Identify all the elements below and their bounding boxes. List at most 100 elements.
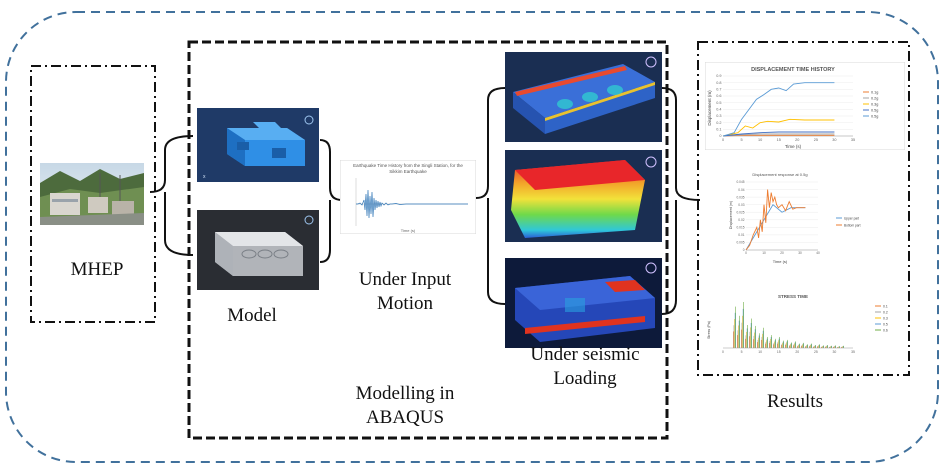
stress-bar xyxy=(822,345,824,348)
y-tick-label: 0.3 xyxy=(716,114,721,118)
y-tick-label: 0.015 xyxy=(737,226,745,230)
displacement-response-chart: Displacement response at 0.5g 0 0.005 0.01… xyxy=(728,170,873,265)
stress-bar xyxy=(761,336,763,348)
stress-bar xyxy=(743,302,744,348)
x-tick-label: 0 xyxy=(722,350,724,354)
stress-bar xyxy=(750,327,751,348)
stress-bar xyxy=(787,339,788,348)
stress-bar xyxy=(843,345,844,348)
stress-bar xyxy=(841,347,842,348)
stress-bar xyxy=(770,337,772,348)
stress-bar xyxy=(766,338,768,348)
legend-label: 0.5g xyxy=(871,114,878,118)
stress-bar xyxy=(779,336,780,348)
y-tick-label: 0.04 xyxy=(738,188,744,192)
stress-bar xyxy=(803,342,804,348)
stress-bar xyxy=(805,346,806,348)
legend-label: 0.3g xyxy=(871,102,878,106)
stress-bar xyxy=(777,341,779,348)
x-tick-label: 25 xyxy=(814,350,818,354)
outer-dashed-frame xyxy=(5,11,939,463)
stress-bar xyxy=(742,315,743,348)
stress-bar xyxy=(786,341,788,348)
stress-bar xyxy=(834,345,836,348)
brace-input-to-loading xyxy=(475,87,506,305)
chart1-xlabel: Time (s) xyxy=(785,144,802,149)
stress-bar xyxy=(835,345,836,348)
displacement-time-history-chart: DISPLACEMENT TIME HISTORY 0 0.1 0.2 0.3 0.4 0… xyxy=(705,62,905,150)
model-label: Model xyxy=(227,305,277,326)
stress-bar xyxy=(801,345,802,348)
series-line xyxy=(722,118,835,137)
stress-bar xyxy=(833,346,835,348)
stress-bar xyxy=(814,345,816,348)
stress-bar xyxy=(734,312,736,348)
stress-bar xyxy=(753,335,755,348)
legend-label: Bottom part xyxy=(844,223,861,227)
stress-bar xyxy=(757,339,759,348)
stress-bar xyxy=(833,346,834,348)
stress-bar xyxy=(834,346,835,348)
stress-bar xyxy=(830,346,832,348)
stress-bar xyxy=(749,336,750,348)
stress-bar xyxy=(819,344,820,348)
stress-bar xyxy=(775,338,776,348)
stress-bar xyxy=(806,345,807,348)
legend-label: 0.2g xyxy=(871,96,878,100)
stress-bar xyxy=(757,342,758,348)
stress-bar xyxy=(770,338,771,348)
stress-bar xyxy=(765,341,767,348)
stress-bar xyxy=(837,346,839,348)
x-tick-label: 30 xyxy=(798,251,802,255)
stress-bar xyxy=(734,319,735,348)
stress-bar xyxy=(782,342,783,348)
under-seismic-line1: Under seismic xyxy=(530,344,640,365)
x-tick-label: 15 xyxy=(777,138,781,142)
stress-bar xyxy=(750,322,752,348)
earthquake-chart-xlabel: Time (s) xyxy=(401,228,416,233)
stress-bar xyxy=(811,343,812,348)
x-tick-label: 20 xyxy=(795,138,799,142)
x-tick-label: 40 xyxy=(816,251,820,255)
x-tick-label: 10 xyxy=(758,138,762,142)
stress-bar xyxy=(815,345,816,348)
stress-bar xyxy=(790,343,792,348)
stress-bar xyxy=(754,332,755,348)
y-tick-label: 0.035 xyxy=(737,195,745,199)
stress-bar xyxy=(782,341,784,348)
brace-loading-to-results xyxy=(661,87,701,315)
stress-bar xyxy=(778,340,779,348)
stress-bar xyxy=(773,344,774,348)
legend-label: Upper part xyxy=(844,216,859,220)
stress-bar xyxy=(825,346,827,348)
stress-bar xyxy=(794,342,796,348)
stress-bar xyxy=(830,346,831,348)
stress-bar xyxy=(842,346,844,348)
series-line xyxy=(722,133,835,137)
x-tick-label: 10 xyxy=(758,350,762,354)
stress-bar xyxy=(810,344,812,348)
mhep-label: MHEP xyxy=(70,259,124,280)
x-tick-label: 35 xyxy=(851,350,855,354)
stress-bar xyxy=(817,346,818,348)
model-blue-image: x xyxy=(197,108,319,182)
stress-bar xyxy=(786,342,787,348)
stress-bar xyxy=(751,318,752,348)
stress-bar xyxy=(839,346,840,348)
mhep-photo xyxy=(40,163,144,225)
y-tick-label: 0.045 xyxy=(737,180,745,184)
stress-bar xyxy=(831,345,832,348)
stress-bar xyxy=(797,346,798,348)
chart2-title: Displacement response at 0.5g xyxy=(752,172,807,177)
loading-stress-image-2 xyxy=(505,150,662,242)
x-tick-label: 5 xyxy=(741,350,743,354)
stress-bar xyxy=(789,344,791,348)
y-tick-label: 0.03 xyxy=(738,203,744,207)
x-tick-label: 0 xyxy=(722,138,724,142)
earthquake-chart: Earthquake Time History from the Singli … xyxy=(340,160,476,234)
y-tick-label: 0.025 xyxy=(737,210,745,214)
legend-label: 0.2 xyxy=(883,310,888,314)
stress-bar xyxy=(802,343,804,348)
y-tick-label: 0.1 xyxy=(716,128,721,132)
